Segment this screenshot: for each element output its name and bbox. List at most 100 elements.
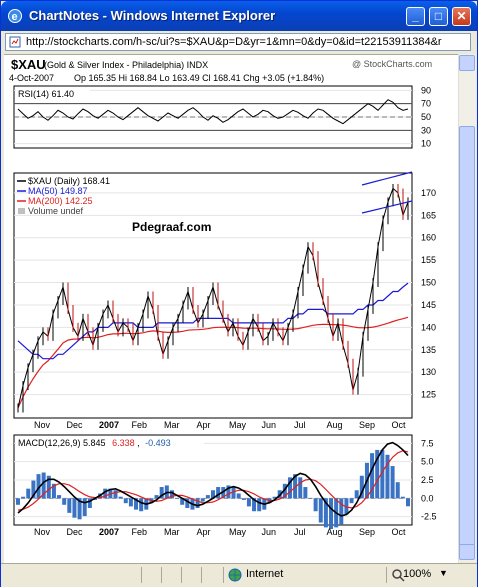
- macd-hist-bar: [87, 498, 92, 509]
- macd-x-label: Mar: [164, 527, 180, 537]
- macd-hist-bar: [36, 474, 41, 499]
- macd-hist-bar: [103, 488, 108, 499]
- price-x-label: Mar: [164, 420, 180, 430]
- macd-hist-bar: [298, 477, 303, 499]
- macd-hist-bar: [77, 498, 82, 520]
- price-x-label: Dec: [67, 420, 84, 430]
- macd-hist-bar: [200, 498, 205, 502]
- status-divider: [201, 567, 202, 583]
- macd-x-label: Jun: [262, 527, 277, 537]
- page-icon: [9, 36, 21, 48]
- macd-tick-label: 5.0: [421, 457, 434, 467]
- macd-legend-macd: MACD(12,26,9) 5.845: [18, 438, 106, 448]
- macd-hist-bar: [211, 490, 215, 499]
- rsi-line: [17, 99, 409, 125]
- rsi-tick-labels: 90 70 50 30 10: [421, 85, 431, 148]
- svg-text:e: e: [12, 11, 18, 23]
- price-x-label: Jul: [294, 420, 306, 430]
- macd-hist-bar: [216, 487, 221, 499]
- macd-hist-bar: [57, 495, 62, 499]
- macd-hist-bar: [375, 449, 380, 499]
- macd-hist-bar: [323, 498, 328, 528]
- macd-signal-line: [17, 450, 409, 511]
- status-divider: [181, 567, 182, 583]
- macd-hist-bar: [308, 498, 313, 499]
- macd-hist-bar: [82, 498, 87, 517]
- rsi-tick-label: 70: [421, 99, 431, 109]
- title-bar[interactable]: e ChartNotes - Windows Internet Explorer…: [1, 1, 477, 31]
- macd-hist-bar: [339, 498, 344, 525]
- zoom-dropdown-icon[interactable]: ▼: [439, 568, 448, 578]
- price-x-label: Sep: [359, 420, 375, 430]
- legend-volume: Volume undef: [28, 206, 84, 216]
- macd-hist-bar: [349, 498, 354, 504]
- macd-hist-bar: [313, 498, 318, 512]
- macd-hist-bar: [67, 498, 72, 513]
- rsi-tick-label: 90: [421, 85, 431, 95]
- macd-hist-bar: [180, 498, 185, 505]
- rsi-tick-label: 50: [421, 112, 431, 122]
- macd-hist-bar: [329, 498, 334, 529]
- internet-explorer-icon: e: [8, 9, 22, 23]
- price-x-label: Aug: [327, 420, 343, 430]
- globe-icon: [228, 568, 242, 582]
- macd-hist-bar: [185, 498, 190, 509]
- macd-x-label: Aug: [327, 527, 343, 537]
- macd-hist-bar: [205, 495, 210, 499]
- vertical-scrollbar[interactable]: [458, 54, 476, 562]
- scroll-down-button[interactable]: [459, 544, 475, 560]
- scroll-thumb[interactable]: [459, 126, 475, 556]
- macd-legend-sep: ,: [137, 438, 140, 448]
- status-divider: [141, 567, 142, 583]
- zoom-icon[interactable]: [391, 568, 405, 582]
- macd-tick-label: 7.5: [421, 438, 434, 448]
- macd-hist-bar: [282, 483, 287, 499]
- macd-hist-bar: [221, 487, 226, 499]
- macd-legend-bg: [16, 437, 204, 448]
- macd-hist-bar: [113, 490, 118, 499]
- legend-price: $XAU (Daily) 168.41: [28, 176, 110, 186]
- macd-x-label: Oct: [392, 527, 407, 537]
- legend-ma200: MA(200) 142.25: [28, 196, 93, 206]
- macd-hist-bar: [344, 498, 349, 515]
- rsi-tick-label: 10: [421, 139, 431, 149]
- macd-hist-bar: [252, 498, 257, 512]
- rsi-legend-bg: [16, 88, 90, 99]
- zoom-level[interactable]: 100%: [403, 568, 432, 580]
- macd-x-labels: Nov Dec 2007 Feb Mar Apr May Jun Jul Aug Sep Oct: [34, 527, 406, 537]
- address-input[interactable]: http://stockcharts.com/h-sc/ui?s=$XAU&p=…: [5, 33, 471, 51]
- macd-hist-bar: [400, 496, 405, 499]
- macd-hist-bar: [354, 490, 359, 499]
- macd-legend-signal: 6.338: [112, 438, 135, 448]
- macd-legend-hist: -0.493: [145, 438, 171, 448]
- price-tick-label: 150: [421, 278, 436, 288]
- price-x-label: Nov: [34, 420, 51, 430]
- macd-hist-bar: [41, 472, 46, 499]
- macd-hist-bar: [51, 483, 56, 499]
- rsi-tick-label: 30: [421, 125, 431, 135]
- price-x-label: Feb: [132, 420, 148, 430]
- price-legend: $XAU (Daily) 168.41 MA(50) 149.87 MA(200…: [17, 176, 110, 216]
- price-tick-label: 140: [421, 322, 436, 332]
- macd-hist-bar: [118, 496, 123, 499]
- minimize-button[interactable]: _: [406, 7, 425, 26]
- chart-symbol: $XAU: [11, 57, 46, 72]
- macd-hist-bar: [246, 498, 251, 507]
- price-x-label: Apr: [197, 420, 211, 430]
- macd-hist-bar: [21, 496, 26, 499]
- chart-name: (Gold & Silver Index - Philadelphia) IND…: [44, 60, 208, 70]
- macd-hist-bar: [236, 493, 241, 499]
- price-x-label: May: [229, 420, 247, 430]
- price-x-label: Oct: [392, 420, 407, 430]
- scroll-up-button[interactable]: [459, 55, 475, 71]
- macd-hist-bar: [359, 475, 364, 499]
- annotation-text: Pdegraaf.com: [132, 220, 211, 234]
- price-tick-label: 165: [421, 210, 436, 220]
- macd-hist-bar: [46, 475, 51, 499]
- maximize-button[interactable]: □: [429, 7, 448, 26]
- macd-hist-bar: [241, 498, 246, 500]
- macd-tick-label: 0.0: [421, 493, 434, 503]
- close-button[interactable]: ✕: [452, 7, 471, 26]
- macd-x-label: 2007: [99, 527, 119, 537]
